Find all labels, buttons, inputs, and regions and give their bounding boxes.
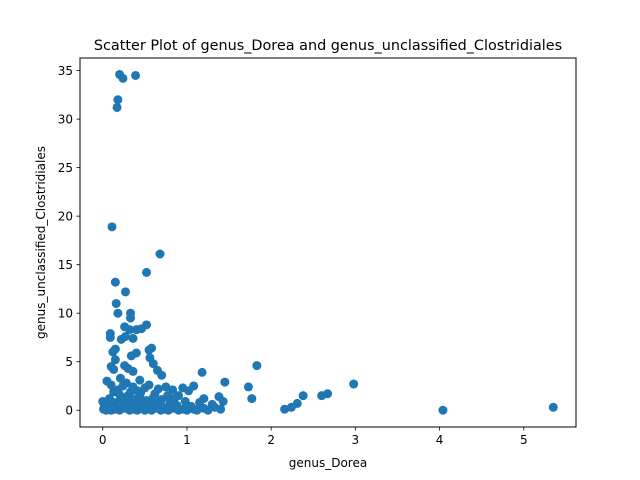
data-point-38 — [128, 366, 138, 376]
x-axis-title: genus_Dorea — [289, 456, 367, 470]
x-tick-label: 0 — [99, 433, 107, 447]
data-point-29 — [126, 351, 136, 361]
data-point-138 — [146, 399, 156, 409]
data-point-7 — [142, 267, 152, 277]
y-axis-title: genus_unclassified_Clostridiales — [34, 146, 48, 339]
data-point-99 — [98, 396, 108, 406]
data-point-13 — [126, 313, 136, 323]
data-point-79 — [180, 396, 190, 406]
data-point-123 — [192, 405, 202, 415]
x-tick-label: 2 — [267, 433, 275, 447]
data-point-57 — [184, 386, 194, 396]
y-tick-label: 30 — [58, 112, 73, 126]
data-point-135 — [126, 387, 136, 397]
data-point-6 — [155, 249, 165, 259]
data-point-41 — [157, 370, 167, 380]
data-point-134 — [169, 394, 179, 404]
y-tick-label: 25 — [58, 161, 73, 175]
data-point-50 — [243, 382, 253, 392]
data-point-40 — [197, 367, 207, 377]
data-point-25 — [144, 345, 154, 355]
data-point-23 — [128, 333, 138, 343]
data-point-39 — [252, 361, 262, 371]
data-point-121 — [182, 405, 192, 415]
data-point-8 — [110, 277, 120, 287]
x-axis: 0 1 2 3 4 5 — [99, 427, 528, 447]
y-tick-label: 15 — [58, 258, 73, 272]
data-point-31 — [110, 355, 120, 365]
y-tick-label: 35 — [58, 64, 73, 78]
data-point-20 — [105, 332, 115, 342]
data-point-4 — [112, 102, 122, 112]
data-point-127 — [216, 404, 226, 414]
data-point-72 — [280, 404, 290, 414]
data-point-44 — [135, 375, 145, 385]
data-point-3 — [113, 95, 123, 105]
data-point-62 — [247, 394, 257, 404]
data-point-27 — [108, 347, 118, 357]
data-point-2 — [131, 70, 141, 80]
data-point-16 — [125, 325, 135, 335]
data-point-35 — [109, 364, 119, 374]
data-point-9 — [120, 287, 130, 297]
data-point-5 — [107, 222, 117, 232]
data-point-18 — [136, 324, 146, 334]
data-point-137 — [109, 387, 119, 397]
data-point-56 — [168, 385, 178, 395]
data-point-130 — [118, 381, 128, 391]
y-tick-label: 20 — [58, 209, 73, 223]
y-tick-label: 0 — [65, 404, 73, 418]
x-tick-label: 4 — [436, 433, 444, 447]
x-tick-label: 1 — [183, 433, 191, 447]
data-point-73 — [438, 405, 448, 415]
data-point-133 — [163, 391, 173, 401]
data-point-128 — [150, 389, 160, 399]
data-point-1 — [118, 73, 128, 83]
data-point-131 — [140, 383, 150, 393]
y-tick-label: 5 — [65, 355, 73, 369]
data-point-49 — [161, 382, 171, 392]
chart-title: Scatter Plot of genus_Dorea and genus_un… — [94, 38, 562, 54]
data-point-46 — [106, 380, 116, 390]
data-point-61 — [298, 391, 308, 401]
data-point-75 — [218, 396, 228, 406]
x-tick-label: 3 — [352, 433, 360, 447]
points-layer — [98, 69, 558, 415]
data-point-74 — [548, 402, 558, 412]
y-tick-label: 10 — [58, 306, 73, 320]
y-axis: 0 5 10 15 20 25 30 35 — [58, 64, 80, 418]
data-point-60 — [317, 391, 327, 401]
plot-frame — [79, 57, 577, 428]
data-point-51 — [349, 379, 359, 389]
data-point-32 — [148, 359, 158, 369]
x-tick-label: 5 — [520, 433, 528, 447]
data-point-71 — [286, 402, 296, 412]
data-point-22 — [120, 331, 130, 341]
data-point-139 — [135, 392, 145, 402]
data-point-45 — [220, 377, 230, 387]
data-point-125 — [203, 405, 213, 415]
data-point-10 — [111, 298, 121, 308]
data-point-12 — [113, 308, 123, 318]
